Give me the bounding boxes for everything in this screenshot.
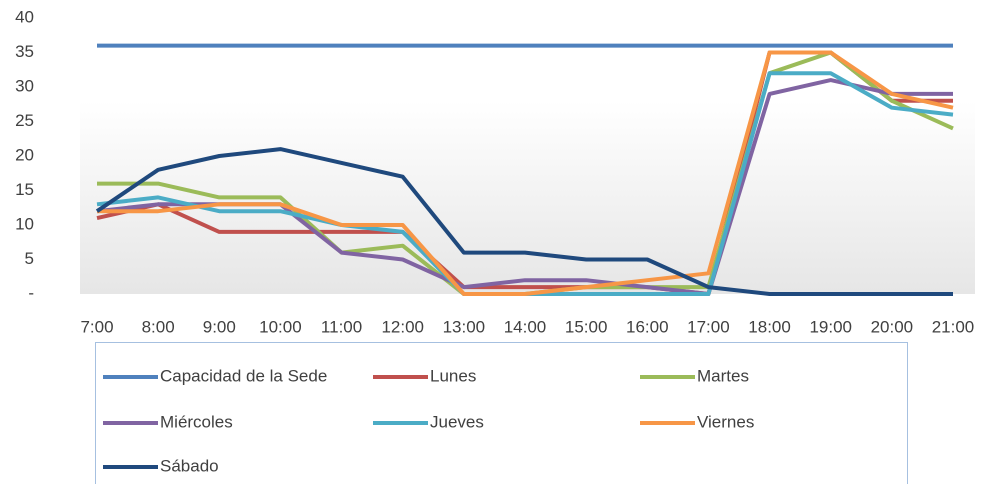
x-tick-label: 21:00	[932, 317, 975, 336]
y-tick-label: -	[28, 283, 34, 302]
x-tick-label: 12:00	[381, 317, 424, 336]
series-line	[97, 50, 954, 296]
legend-label: Capacidad de la Sede	[160, 366, 327, 385]
x-tick-label: 18:00	[748, 317, 791, 336]
y-tick-label: 40	[15, 7, 34, 26]
legend-box	[95, 342, 908, 484]
legend-label: Viernes	[697, 412, 754, 431]
x-tick-label: 14:00	[504, 317, 547, 336]
y-tick-label: 30	[15, 76, 34, 95]
series-line	[95, 147, 953, 296]
x-tick-label: 9:00	[203, 317, 236, 336]
y-tick-label: 25	[15, 111, 34, 130]
legend-label: Jueves	[430, 412, 484, 431]
x-tick-label: 20:00	[871, 317, 914, 336]
x-tick-label: 17:00	[687, 317, 730, 336]
y-tick-label: 15	[15, 180, 34, 199]
legend-label: Martes	[697, 366, 749, 385]
x-tick-label: 16:00	[626, 317, 669, 336]
legend-label: Lunes	[430, 366, 476, 385]
legend-label: Sábado	[160, 456, 219, 475]
x-tick-label: 8:00	[142, 317, 175, 336]
y-tick-label: 20	[15, 145, 34, 164]
legend-label: Miércoles	[160, 412, 233, 431]
x-tick-label: 15:00	[565, 317, 608, 336]
x-tick-label: 11:00	[321, 317, 362, 336]
x-tick-label: 10:00	[259, 317, 302, 336]
x-tick-label: 13:00	[443, 317, 486, 336]
x-tick-label: 7:00	[80, 317, 113, 336]
y-tick-label: 35	[15, 42, 34, 61]
y-tick-label: 10	[15, 214, 34, 233]
y-tick-label: 5	[25, 249, 34, 268]
x-tick-label: 19:00	[809, 317, 852, 336]
